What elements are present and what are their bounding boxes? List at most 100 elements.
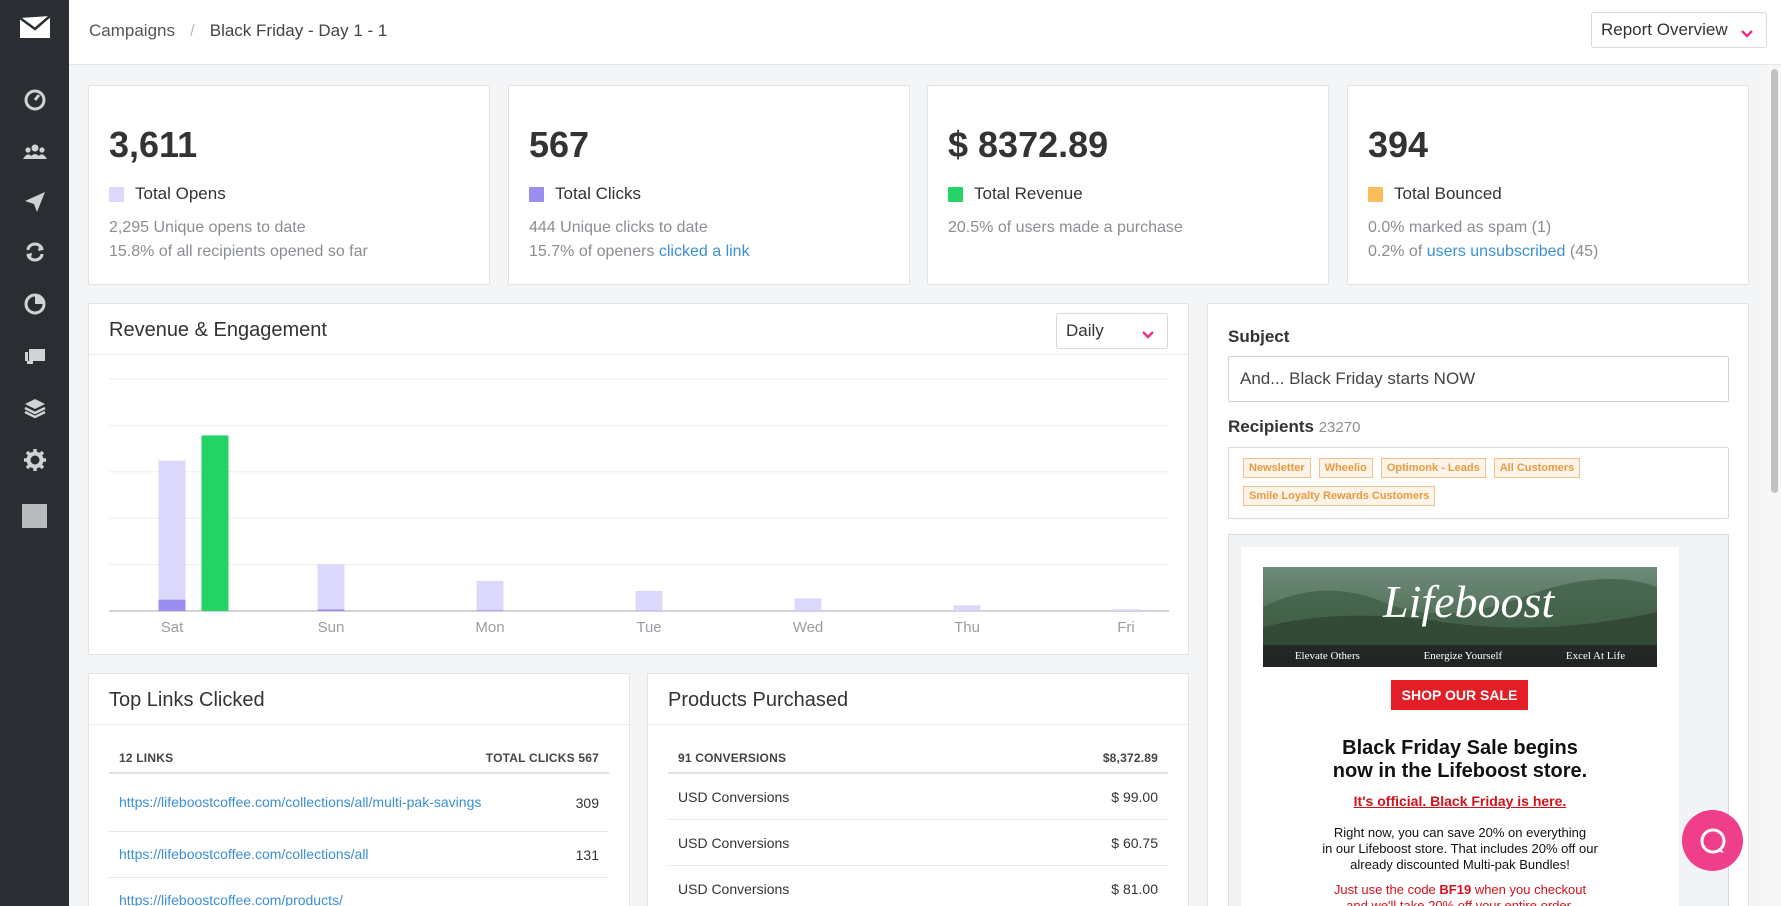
- breadcrumb-campaigns-link[interactable]: Campaigns: [89, 21, 175, 40]
- revenue-engagement-panel: Revenue & Engagement Daily Sat Sun Mon Tue W…: [88, 303, 1189, 655]
- email-content: Lifeboost Elevate Others Energize Yourse…: [1241, 547, 1679, 906]
- chart-bar-opens: [953, 605, 981, 611]
- revenue-engagement-chart: Sat Sun Mon Tue Wed Thu Fri: [109, 378, 1169, 636]
- recipients-label: Recipients 23270: [1228, 417, 1361, 436]
- email-preview[interactable]: Lifeboost Elevate Others Energize Yourse…: [1228, 534, 1729, 906]
- report-view-select[interactable]: Report Overview: [1591, 12, 1767, 48]
- chevron-down-icon: [1740, 24, 1754, 44]
- top-links-panel: Top Links Clicked 12 LINKS TOTAL CLICKS …: [88, 673, 630, 906]
- shop-sale-button[interactable]: SHOP OUR SALE: [1391, 680, 1528, 710]
- automation-icon[interactable]: [0, 232, 69, 272]
- panel-divider: [89, 724, 629, 725]
- table-row: USD Conversions $ 81.00: [668, 866, 1168, 906]
- top-header: Campaigns / Black Friday - Day 1 - 1 Rep…: [69, 0, 1781, 65]
- link-clicks: 131: [575, 846, 599, 863]
- recipient-lists: Newsletter Wheelio Optimonk - Leads All …: [1228, 447, 1729, 519]
- dashboard-icon[interactable]: [0, 80, 69, 120]
- list-tag[interactable]: Smile Loyalty Rewards Customers: [1243, 486, 1436, 506]
- brand-logo: Lifeboost: [1383, 576, 1555, 627]
- subject-label: Subject: [1228, 327, 1290, 346]
- table-row: USD Conversions $ 99.00: [668, 774, 1168, 820]
- chart-bar-clicks: [317, 609, 345, 611]
- products-purchased-panel: Products Purchased 91 CONVERSIONS $8,372…: [647, 673, 1189, 906]
- stat-detail: 0.0% marked as spam (1): [1368, 219, 1552, 236]
- period-select[interactable]: Daily: [1056, 313, 1168, 349]
- panel-title: Products Purchased: [668, 689, 849, 711]
- product-name: USD Conversions: [678, 788, 790, 805]
- stat-detail-2: 15.7% of openers clicked a link: [529, 243, 750, 260]
- stat-label: Total Revenue: [948, 184, 1083, 204]
- breadcrumb-current: Black Friday - Day 1 - 1: [209, 21, 388, 40]
- product-amount: $ 99.00: [1111, 788, 1158, 805]
- breadcrumb-separator: /: [190, 21, 195, 40]
- list-tag[interactable]: Wheelio: [1318, 458, 1373, 478]
- email-banner: Lifeboost Elevate Others Energize Yourse…: [1263, 567, 1657, 667]
- list-tag[interactable]: All Customers: [1493, 458, 1581, 478]
- list-tag[interactable]: Newsletter: [1243, 458, 1311, 478]
- campaigns-icon[interactable]: [0, 182, 69, 222]
- campaign-details-panel: Subject And... Black Friday starts NOW R…: [1207, 303, 1749, 906]
- panel-divider: [89, 354, 1188, 355]
- table-row: https://lifeboostcoffee.com/collections/…: [109, 832, 609, 878]
- recipients-count: 23270: [1318, 419, 1361, 436]
- stat-label: Total Clicks: [529, 184, 641, 204]
- stat-card-revenue: $ 8372.89 Total Revenue 20.5% of users m…: [927, 85, 1329, 285]
- stat-card-clicks: 567 Total Clicks 444 Unique clicks to da…: [508, 85, 910, 285]
- links-table: 12 LINKS TOTAL CLICKS 567 https://lifebo…: [109, 744, 609, 906]
- product-name: USD Conversions: [678, 834, 790, 851]
- panel-title: Top Links Clicked: [109, 689, 265, 711]
- link-clicks: 309: [575, 794, 599, 811]
- chart-tick-label: Wed: [793, 619, 824, 636]
- stat-card-bounced: 394 Total Bounced 0.0% marked as spam (1…: [1347, 85, 1749, 285]
- chart-bar-opens: [794, 598, 822, 611]
- email-headline: Black Friday Sale begins now in the Life…: [1332, 737, 1588, 782]
- chart-bar-opens: [158, 460, 186, 611]
- reports-icon[interactable]: [0, 284, 69, 324]
- account-icon[interactable]: [0, 496, 69, 536]
- settings-icon[interactable]: [0, 440, 69, 480]
- chart-tick-label: Fri: [1117, 619, 1135, 636]
- sidebar: [0, 0, 69, 906]
- clicked-link-link[interactable]: clicked a link: [658, 243, 750, 260]
- templates-icon[interactable]: [0, 388, 69, 428]
- stat-value: 394: [1368, 124, 1429, 165]
- email-body: Right now, you can save 20% on everythin…: [1322, 825, 1598, 872]
- stat-detail: 444 Unique clicks to date: [529, 219, 708, 236]
- period-value: Daily: [1066, 321, 1104, 340]
- list-tag[interactable]: Optimonk - Leads: [1380, 458, 1486, 478]
- forms-icon[interactable]: [0, 336, 69, 376]
- product-name: USD Conversions: [678, 880, 790, 897]
- table-row: https://lifeboostcoffee.com/products/: [109, 878, 609, 906]
- scrollbar-thumb[interactable]: [1771, 69, 1778, 493]
- mail-logo-icon[interactable]: [0, 0, 69, 54]
- users-unsubscribed-link[interactable]: users unsubscribed: [1426, 243, 1566, 260]
- chevron-down-icon: [1141, 325, 1155, 345]
- chart-tick-label: Sat: [161, 619, 184, 636]
- legend-swatch: [948, 186, 963, 202]
- contacts-icon[interactable]: [0, 132, 69, 172]
- chart-bar-revenue: [201, 435, 229, 611]
- legend-swatch: [1368, 186, 1383, 202]
- page-scrollbar[interactable]: [1767, 65, 1781, 906]
- chart-tick-label: Thu: [954, 619, 980, 636]
- link-url[interactable]: https://lifeboostcoffee.com/products/: [119, 892, 343, 906]
- stat-label: Total Opens: [109, 184, 226, 204]
- stat-detail: 2,295 Unique opens to date: [109, 219, 306, 236]
- stat-detail-2: 0.2% of users unsubscribed (45): [1368, 243, 1599, 260]
- table-row: USD Conversions $ 60.75: [668, 820, 1168, 866]
- link-url[interactable]: https://lifeboostcoffee.com/collections/…: [119, 846, 369, 862]
- product-amount: $ 60.75: [1111, 834, 1158, 851]
- stat-card-opens: 3,611 Total Opens 2,295 Unique opens to …: [88, 85, 490, 285]
- product-amount: $ 81.00: [1111, 880, 1158, 897]
- chart-bar-opens: [476, 580, 504, 611]
- table-row: https://lifeboostcoffee.com/collections/…: [109, 774, 609, 832]
- brand-tagline: Elevate Others Energize Yourself Excel A…: [1263, 645, 1657, 667]
- chart-bar-opens: [317, 563, 345, 611]
- chart-bar-opens: [635, 590, 663, 611]
- help-chat-button[interactable]: [1682, 810, 1743, 871]
- breadcrumb: Campaigns / Black Friday - Day 1 - 1: [89, 21, 387, 41]
- link-url[interactable]: https://lifeboostcoffee.com/collections/…: [119, 794, 482, 810]
- subject-field[interactable]: And... Black Friday starts NOW: [1228, 356, 1729, 402]
- email-official-link[interactable]: It's official. Black Friday is here.: [1353, 793, 1567, 809]
- products-table: 91 CONVERSIONS $8,372.89 USD Conversions…: [668, 744, 1168, 906]
